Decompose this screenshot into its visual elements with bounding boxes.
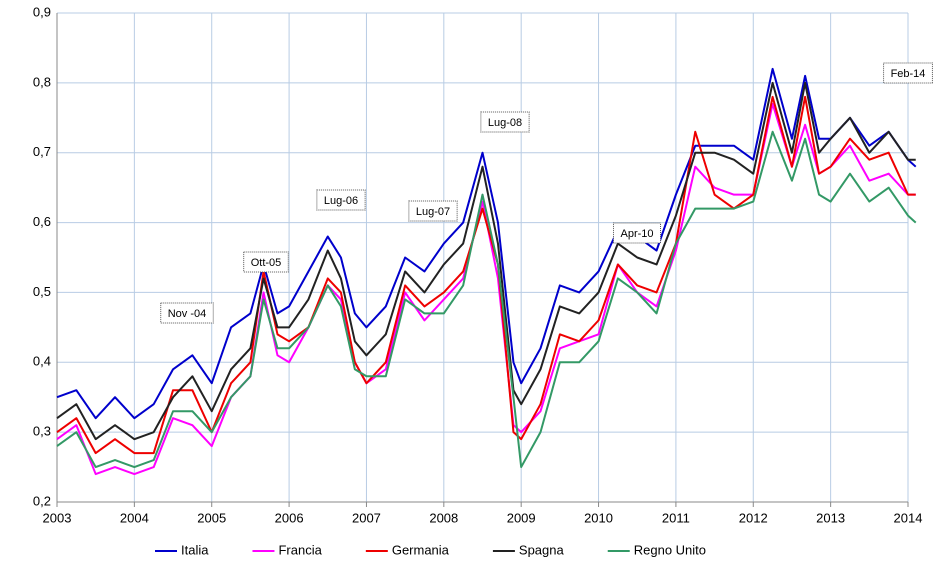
annotation-box: [243, 251, 289, 273]
x-tick-label: 2009: [507, 510, 536, 525]
x-tick-label: 2011: [662, 510, 690, 525]
legend-label: Spagna: [519, 542, 565, 557]
x-tick-label: 2008: [429, 510, 458, 525]
legend-label: Germania: [392, 542, 450, 557]
y-tick-label: 0,3: [33, 424, 51, 439]
y-tick-label: 0,7: [33, 144, 51, 159]
x-tick-label: 2012: [739, 510, 768, 525]
annotation-box: [160, 302, 214, 324]
x-tick-label: 2005: [197, 510, 226, 525]
annotation-label: Lug-06: [324, 195, 358, 207]
series-line: [56, 130, 917, 469]
annotation-box: [316, 189, 366, 211]
annotation-box: [408, 200, 458, 222]
x-tick-label: 2003: [43, 510, 72, 525]
annotation-label: Ott-05: [251, 257, 282, 269]
y-tick-label: 0,6: [33, 214, 51, 229]
y-tick-label: 0,2: [33, 493, 51, 508]
annotation: Lug-08: [480, 111, 530, 133]
legend-label: Francia: [278, 542, 322, 557]
legend-label: Italia: [181, 542, 209, 557]
annotation-label: Lug-08: [488, 117, 522, 129]
x-tick-label: 2013: [816, 510, 845, 525]
series-line: [56, 67, 917, 420]
series-line: [56, 81, 916, 441]
annotation-box: [883, 62, 933, 84]
series-line: [56, 95, 916, 455]
x-tick-label: 2014: [894, 510, 923, 525]
annotation: Feb-14: [883, 62, 933, 84]
annotation-box: [612, 222, 662, 244]
annotation-label: Nov -04: [168, 308, 207, 320]
y-tick-label: 0,5: [33, 284, 51, 299]
x-tick-label: 2010: [584, 510, 613, 525]
annotation: Lug-06: [316, 189, 366, 211]
x-tick-label: 2006: [275, 510, 304, 525]
y-tick-label: 0,4: [33, 354, 51, 369]
annotation: Lug-07: [408, 200, 458, 222]
y-tick-label: 0,9: [33, 4, 51, 19]
series-line: [56, 102, 916, 476]
annotation: Nov -04: [160, 302, 214, 324]
annotation-label: Lug-07: [416, 206, 450, 218]
annotation-label: Apr-10: [620, 228, 653, 240]
annotation-box: [480, 111, 530, 133]
legend-label: Regno Unito: [634, 542, 706, 557]
y-tick-label: 0,8: [33, 74, 51, 89]
annotation: Apr-10: [612, 222, 662, 244]
annotation: Ott-05: [243, 251, 289, 273]
x-tick-label: 2007: [352, 510, 381, 525]
x-tick-label: 2004: [120, 510, 149, 525]
annotation-label: Feb-14: [891, 68, 926, 80]
